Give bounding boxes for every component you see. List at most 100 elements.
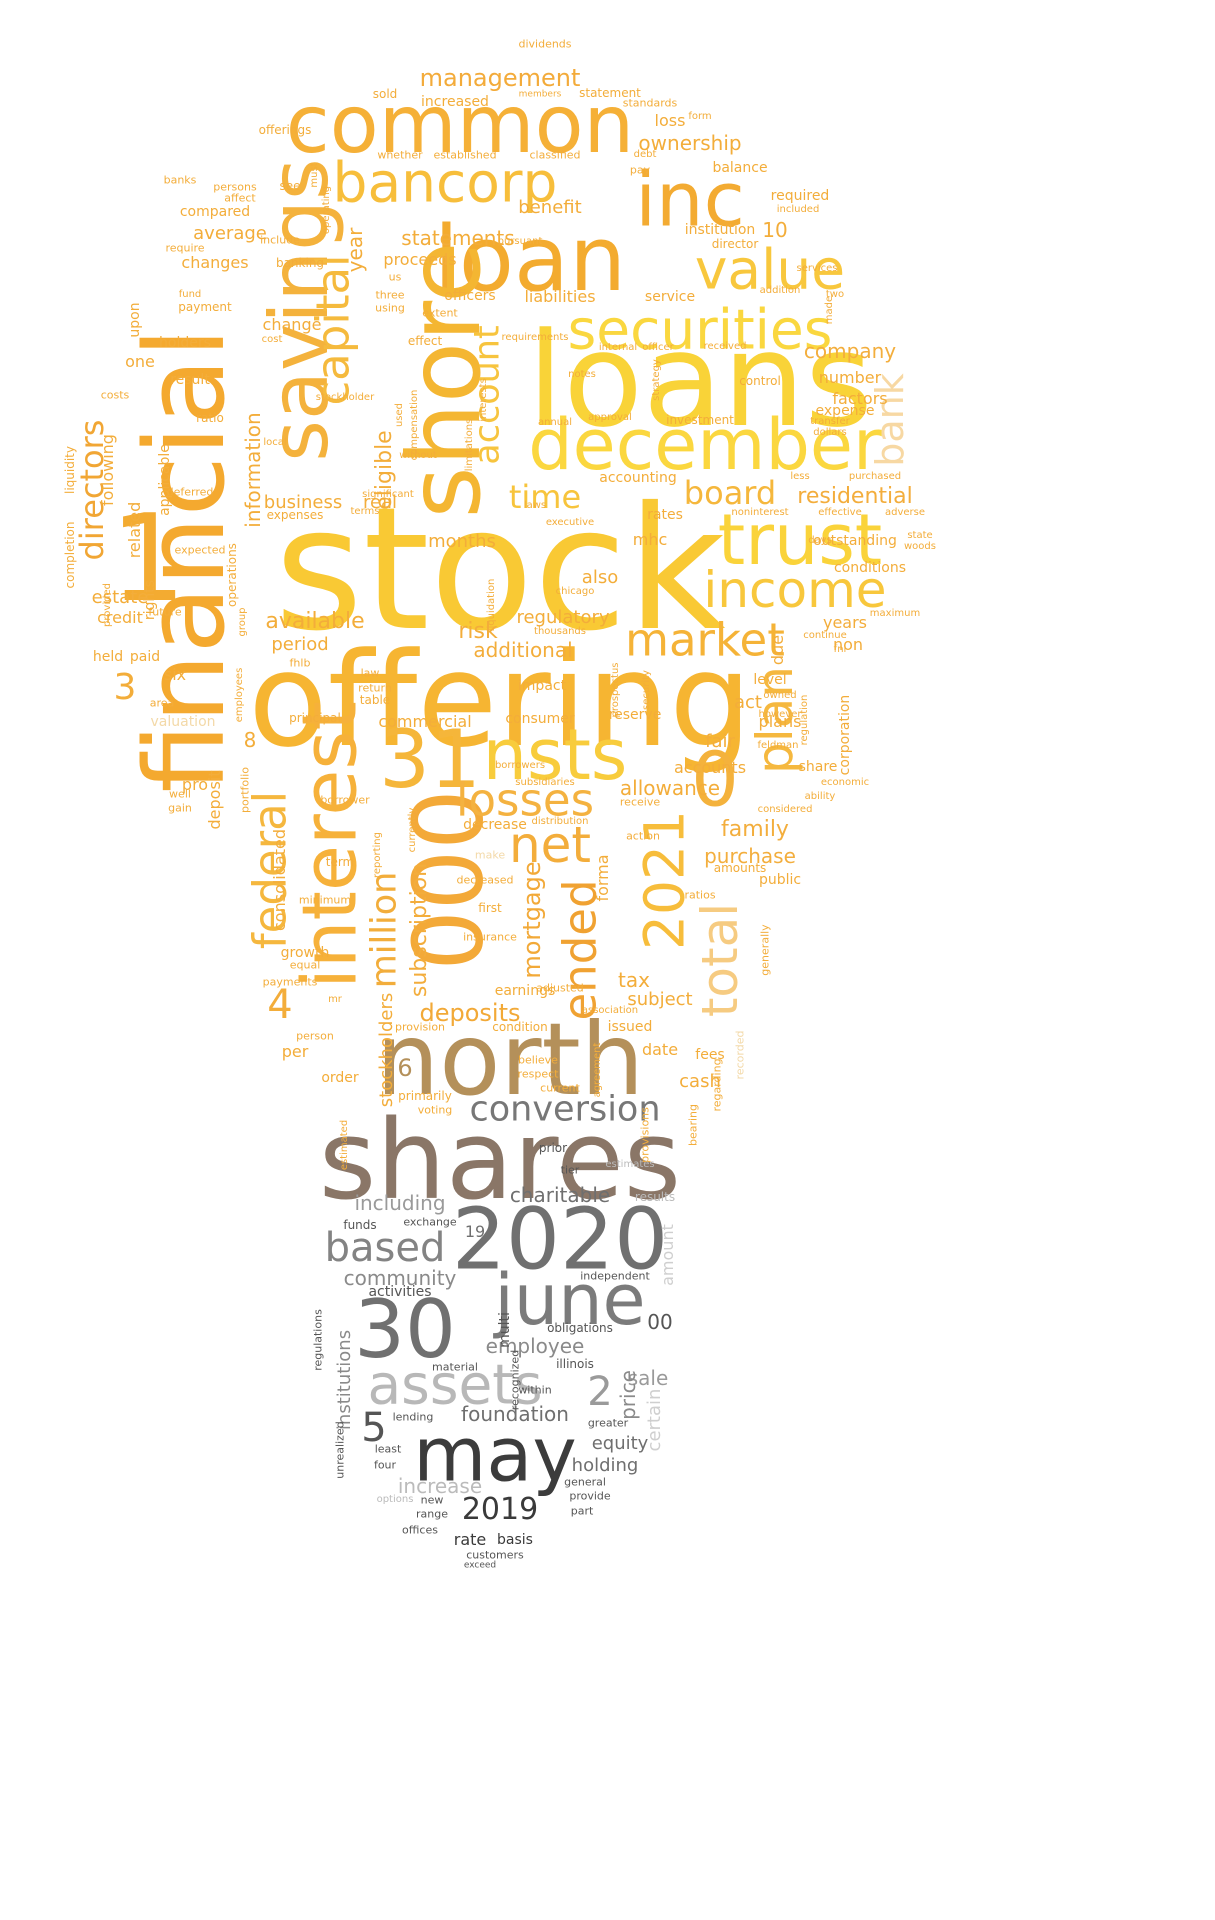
word-recognized: recognized <box>508 1349 522 1411</box>
word-options: options <box>376 1494 414 1505</box>
word-common: common <box>285 78 635 171</box>
word-4: 4 <box>267 982 293 1028</box>
word-deferred: deferred <box>166 485 214 499</box>
word-range: range <box>416 1507 448 1521</box>
word-number: number <box>818 368 882 387</box>
word-executive: executive <box>545 517 595 528</box>
word-payment: payment <box>178 300 232 314</box>
word-business: business <box>263 492 343 513</box>
word-agreement: agreement <box>592 1042 603 1098</box>
word-whether: whether <box>377 148 423 162</box>
word-however: however <box>758 709 802 720</box>
word-estimated: estimated <box>339 1119 350 1171</box>
word-action: action <box>626 829 660 843</box>
word-illinois: illinois <box>556 1357 594 1371</box>
word-current: current <box>540 1081 580 1095</box>
word-woods: woods <box>904 541 936 552</box>
word-held: held <box>92 649 124 665</box>
word-pursuant: pursuant <box>497 236 543 247</box>
word-established: established <box>433 148 497 162</box>
word-results: results <box>634 1190 676 1204</box>
word-state: state <box>907 530 933 541</box>
word-3: 3 <box>113 667 137 708</box>
word-law: law <box>360 666 380 680</box>
word-banks: banks <box>163 173 197 187</box>
word-costs: costs <box>100 388 130 402</box>
word-subsidiaries: subsidiaries <box>515 777 575 788</box>
word-trust: trust <box>717 499 883 581</box>
word-included: included <box>776 204 820 215</box>
word-community: community <box>343 1266 457 1290</box>
word-estimates: estimates <box>605 1159 655 1170</box>
word-consolidated: consolidated <box>270 829 289 931</box>
word-security: security <box>641 670 652 710</box>
word-income: income <box>703 561 887 619</box>
word-tax: tax <box>618 968 650 992</box>
word-institutions: institutions <box>334 1329 355 1431</box>
word-time: time <box>508 478 582 516</box>
word-see: see <box>279 179 301 193</box>
word-fhlb: fhlb <box>289 656 311 670</box>
word-less: less <box>790 471 810 482</box>
word-amount: amount <box>658 1224 677 1286</box>
word-provide: provide <box>569 1489 611 1503</box>
word-loans: loans <box>527 304 873 456</box>
word-changes: changes <box>181 253 249 272</box>
word-assets: assets <box>367 1352 543 1417</box>
word-expenses: expenses <box>266 508 324 522</box>
word-chicago: chicago <box>555 586 595 597</box>
word-internal: internal <box>598 342 638 353</box>
word-return: return <box>358 681 392 695</box>
word-prospectus: prospectus <box>610 662 621 718</box>
word-foundation: foundation <box>461 1402 569 1426</box>
word-annual: annual <box>537 417 573 428</box>
word-four: four <box>373 1458 397 1472</box>
word-share: share <box>798 759 838 775</box>
word-act: act <box>734 692 762 713</box>
word-adjusted: adjusted <box>536 981 584 995</box>
word-exchange: exchange <box>403 1215 457 1229</box>
word-2019: 2019 <box>461 1492 539 1527</box>
word-outstanding: outstanding <box>813 533 897 549</box>
word-8: 8 <box>243 728 257 752</box>
word-may: may <box>413 1410 577 1499</box>
word-compared: compared <box>179 204 251 220</box>
word-balance: balance <box>712 160 768 176</box>
word-provision: provision <box>394 1020 446 1034</box>
word-provisions: provisions <box>638 1107 652 1163</box>
word-must: must <box>309 162 320 188</box>
word-extent: extent <box>422 306 458 320</box>
word-pay: pay <box>629 163 651 177</box>
word-basis: basis <box>497 1532 533 1548</box>
word-lending: lending <box>392 1410 434 1424</box>
word-association: association <box>581 1005 639 1016</box>
word-amounts: amounts <box>713 861 767 875</box>
word-stockholder: stockholder <box>315 392 375 403</box>
word-31: 31 <box>379 713 481 806</box>
word-employees: employees <box>234 667 245 723</box>
word-per: per <box>281 1042 309 1061</box>
word-economic: economic <box>820 777 870 788</box>
word-upon: upon <box>127 302 143 338</box>
word-prior: prior <box>538 1141 568 1155</box>
word-10: 10 <box>762 218 788 242</box>
word-mortgage: mortgage <box>518 861 546 979</box>
word-risk: risk <box>458 619 498 644</box>
word-banking: banking <box>275 256 325 270</box>
word-strategy: strategy <box>651 359 662 401</box>
word-19: 19 <box>464 1222 486 1241</box>
word-noninterest: noninterest <box>731 507 789 518</box>
word-received: received <box>703 341 747 352</box>
word-least: least <box>374 1442 402 1456</box>
word-payments: payments <box>262 975 318 989</box>
word-change: change <box>262 315 322 334</box>
word-rate: rate <box>453 1530 487 1549</box>
word-portfolio: portfolio <box>238 767 252 813</box>
word-liquidity: liquidity <box>63 446 77 494</box>
word-company: company <box>803 339 897 363</box>
word-receive: receive <box>619 795 661 809</box>
word-june: june <box>494 1259 646 1341</box>
word-generally: generally <box>758 924 772 976</box>
word-conversion: conversion <box>469 1089 661 1130</box>
word-market: market <box>625 613 785 667</box>
